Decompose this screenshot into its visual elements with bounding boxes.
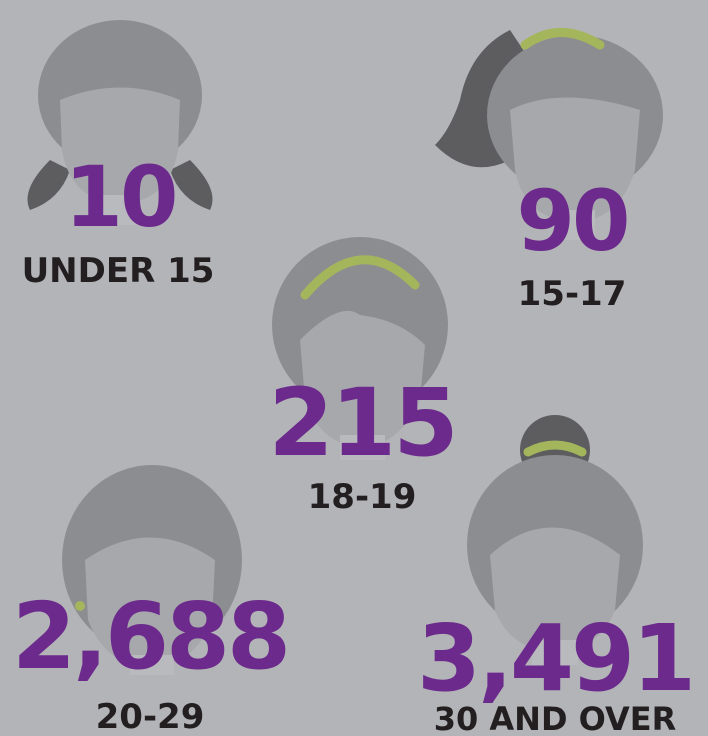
stat-value: 215 [268,369,455,478]
stat-label: 15-17 [518,274,627,314]
stat-label: 18-19 [308,477,417,517]
stat-value: 10 [65,148,176,246]
stat-value: 90 [517,172,628,270]
stat-label: UNDER 15 [22,251,215,291]
stat-label: 30 AND OVER [434,700,677,736]
stat-value: 2,688 [12,583,288,690]
stat-value: 3,491 [417,605,693,712]
stat-label: 20-29 [96,697,205,736]
infographic: 10 UNDER 15 90 15-17 215 18-19 2,688 20-… [0,0,708,736]
